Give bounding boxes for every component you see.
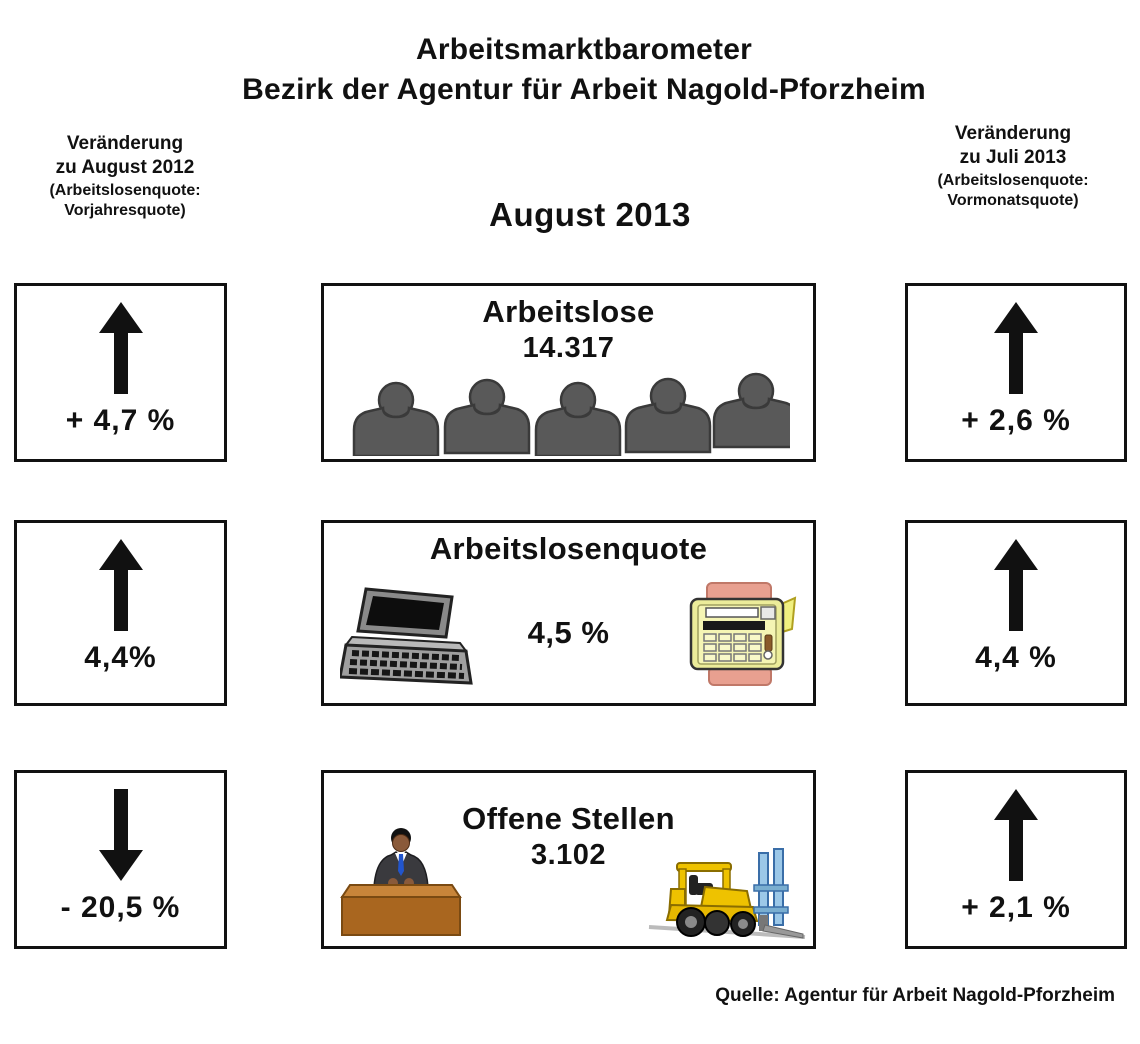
- down-arrow-icon: [98, 789, 144, 883]
- change-value: + 2,1 %: [961, 891, 1071, 924]
- change-box-arbeitslosenquote-vs-month: 4,4 %: [905, 520, 1127, 706]
- change-box-arbeitslose-vs-year: + 4,7 %: [14, 283, 227, 462]
- up-arrow-icon: [993, 789, 1039, 883]
- up-arrow-icon: [98, 302, 144, 396]
- title-line2: Bezirk der Agentur für Arbeit Nagold-Pfo…: [242, 72, 926, 106]
- left-column-header: Veränderung zu August 2012 (Arbeitslosen…: [10, 132, 240, 222]
- up-arrow-icon: [993, 539, 1039, 633]
- laptop-icon: [340, 587, 473, 685]
- metric-value: 14.317: [522, 332, 615, 364]
- change-box-arbeitslosenquote-vs-year: 4,4%: [14, 520, 227, 706]
- up-arrow-icon: [993, 302, 1039, 396]
- left-header-line2: zu August 2012: [55, 157, 195, 179]
- fax-machine-icon: [689, 582, 797, 686]
- metric-value: 3.102: [530, 839, 607, 871]
- change-value: + 4,7 %: [65, 404, 176, 437]
- title-line1: Arbeitsmarktbarometer: [416, 33, 752, 66]
- right-header-line3: (Arbeitslosenquote:: [937, 171, 1089, 189]
- metric-box-offene-stellen: Offene Stellen 3.102: [321, 770, 816, 949]
- metric-title: Arbeitslose: [482, 294, 655, 329]
- change-value: + 2,6 %: [961, 404, 1071, 437]
- change-box-offene-stellen-vs-year: - 20,5 %: [14, 770, 227, 949]
- metric-title: Arbeitslosenquote: [429, 531, 708, 566]
- people-silhouettes-icon: [352, 372, 790, 456]
- page-title: Arbeitsmarktbarometer Bezirk der Agentur…: [14, 30, 1140, 109]
- left-header-line1: Veränderung: [66, 133, 184, 154]
- source-credit: Quelle: Agentur für Arbeit Nagold-Pforzh…: [715, 985, 1115, 1006]
- metric-box-arbeitslosenquote: Arbeitslosenquote 4,5 %: [321, 520, 816, 706]
- metric-box-arbeitslose: Arbeitslose 14.317: [321, 283, 816, 462]
- left-header-line3: (Arbeitslosenquote:: [49, 181, 201, 199]
- forklift-icon: [648, 848, 806, 939]
- change-value: 4,4 %: [975, 641, 1057, 674]
- change-box-offene-stellen-vs-month: + 2,1 %: [905, 770, 1127, 949]
- person-at-desk-icon: [340, 828, 462, 936]
- period-label: August 2013: [489, 196, 691, 233]
- right-column-header: Veränderung zu Juli 2013 (Arbeitslosenqu…: [898, 122, 1128, 212]
- metric-title: Offene Stellen: [462, 801, 675, 836]
- right-header-line1: Veränderung: [954, 123, 1072, 144]
- right-header-line4: Vormonatsquote): [947, 192, 1079, 210]
- metric-value: 4,5 %: [527, 615, 610, 650]
- up-arrow-icon: [98, 539, 144, 633]
- right-header-line2: zu Juli 2013: [959, 147, 1067, 169]
- change-value: 4,4%: [84, 641, 157, 674]
- left-header-line4: Vorjahresquote): [64, 202, 186, 220]
- change-box-arbeitslose-vs-month: + 2,6 %: [905, 283, 1127, 462]
- change-value: - 20,5 %: [60, 891, 181, 924]
